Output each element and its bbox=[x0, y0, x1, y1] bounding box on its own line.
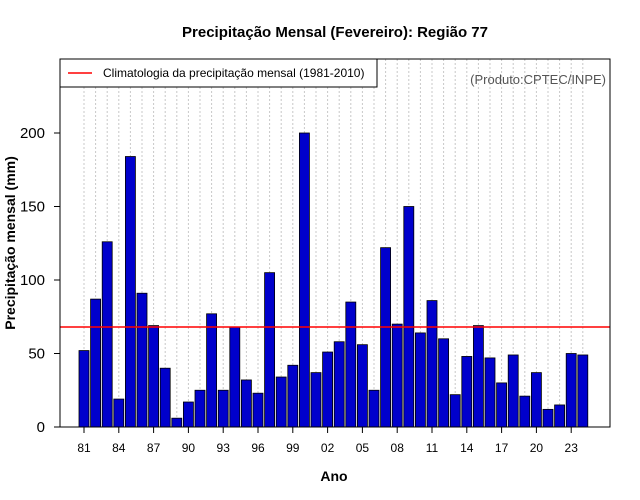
bar-1983 bbox=[101, 241, 113, 428]
y-axis: 0 50 100 150 200 bbox=[20, 125, 60, 436]
bar-1985 bbox=[125, 156, 136, 428]
x-tick-label: 14 bbox=[460, 441, 474, 455]
bar-2013 bbox=[449, 394, 461, 428]
bar-2021 bbox=[542, 408, 554, 428]
x-tick-label: 08 bbox=[391, 441, 405, 455]
x-tick-label: 90 bbox=[182, 441, 196, 455]
bar-2003 bbox=[333, 341, 345, 428]
bar-2017 bbox=[496, 382, 508, 428]
x-axis: 81 84 87 90 93 96 99 02 05 08 11 14 17 20 23 bbox=[77, 427, 578, 455]
bar-2000 bbox=[298, 132, 310, 428]
bar-1993 bbox=[217, 389, 229, 428]
bar-2015 bbox=[472, 325, 484, 428]
x-tick-label: 11 bbox=[426, 441, 439, 455]
legend: Climatologia da precipitação mensal (198… bbox=[59, 58, 378, 88]
bar-2001 bbox=[310, 372, 322, 428]
source-note: (Produto:CPTEC/INPE) bbox=[470, 72, 606, 87]
bar-1988 bbox=[159, 367, 171, 428]
bar-1986 bbox=[136, 292, 148, 428]
y-tick-label: 150 bbox=[20, 199, 45, 216]
bar-1987 bbox=[148, 325, 160, 428]
x-tick-label: 87 bbox=[147, 441, 161, 455]
bar-1995 bbox=[240, 379, 252, 428]
x-tick-label: 81 bbox=[77, 441, 91, 455]
bar-1984 bbox=[113, 398, 125, 428]
y-tick-label: 100 bbox=[20, 272, 45, 289]
bar-2016 bbox=[484, 357, 496, 428]
bar-1994 bbox=[229, 326, 241, 428]
bar-2011 bbox=[426, 300, 438, 428]
x-tick-label: 02 bbox=[321, 441, 335, 455]
bar-2010 bbox=[414, 332, 426, 428]
x-tick-label: 05 bbox=[356, 441, 370, 455]
x-tick-label: 20 bbox=[530, 441, 544, 455]
bar-2018 bbox=[507, 354, 519, 428]
x-tick-label: 84 bbox=[112, 441, 126, 455]
grid-lines bbox=[83, 59, 584, 427]
x-tick-label: 23 bbox=[565, 441, 579, 455]
bar-2007 bbox=[380, 247, 392, 428]
bar-1992 bbox=[206, 313, 218, 428]
bar-1998 bbox=[275, 376, 287, 428]
legend-box bbox=[59, 58, 378, 88]
bar-2012 bbox=[438, 338, 450, 428]
bar-2006 bbox=[368, 389, 380, 428]
bar-2004 bbox=[345, 301, 357, 428]
bar-1990 bbox=[182, 401, 194, 428]
bar-1997 bbox=[264, 272, 276, 428]
bar-2009 bbox=[403, 206, 415, 428]
bar-1999 bbox=[287, 364, 299, 428]
bar-2023 bbox=[565, 353, 577, 428]
bar-2020 bbox=[531, 372, 542, 428]
y-axis-title: Precipitação mensal (mm) bbox=[2, 156, 18, 330]
y-tick-label: 0 bbox=[37, 419, 45, 436]
bars bbox=[78, 132, 589, 428]
x-tick-label: 96 bbox=[251, 441, 265, 455]
legend-label: Climatologia da precipitação mensal (198… bbox=[103, 66, 364, 80]
y-tick-label: 200 bbox=[20, 125, 45, 142]
bar-2014 bbox=[461, 356, 473, 428]
bar-2024 bbox=[577, 354, 589, 428]
x-tick-label: 17 bbox=[495, 441, 509, 455]
bar-2022 bbox=[554, 404, 565, 428]
bar-1981 bbox=[78, 350, 90, 428]
bar-1982 bbox=[90, 298, 101, 428]
bar-1991 bbox=[194, 389, 206, 428]
chart-title: Precipitação Mensal (Fevereiro): Região … bbox=[182, 24, 488, 41]
bar-2002 bbox=[322, 351, 334, 428]
y-tick-label: 50 bbox=[28, 346, 45, 363]
bar-2019 bbox=[519, 395, 531, 428]
x-tick-label: 93 bbox=[217, 441, 231, 455]
x-tick-label: 99 bbox=[286, 441, 300, 455]
bar-2005 bbox=[356, 344, 368, 428]
x-axis-title: Ano bbox=[320, 468, 347, 484]
bar-1989 bbox=[171, 417, 183, 428]
bar-2008 bbox=[391, 323, 403, 428]
bar-1996 bbox=[252, 392, 264, 428]
